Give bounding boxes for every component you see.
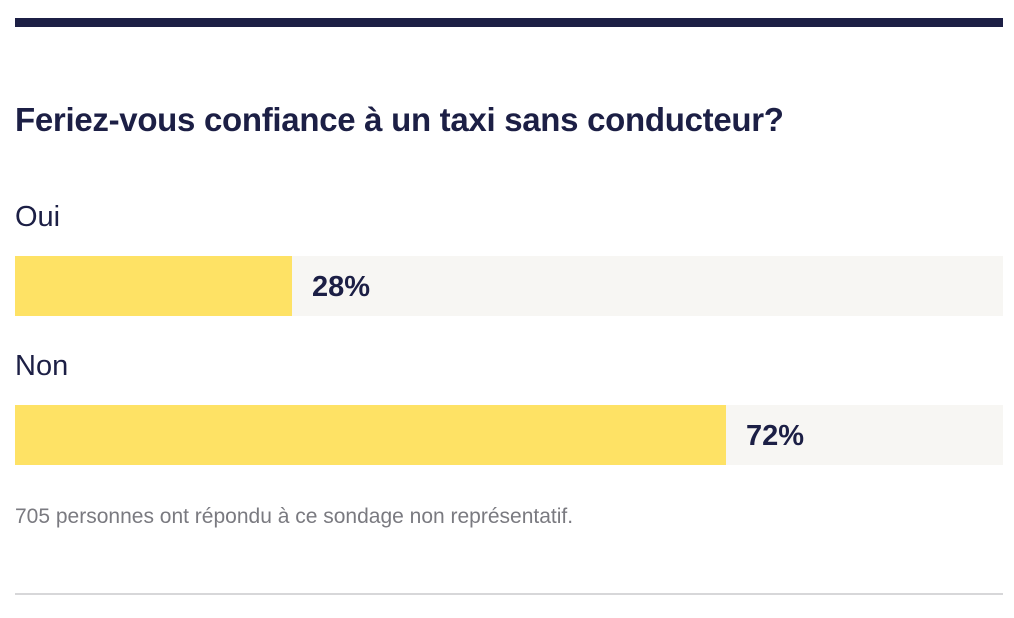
result-percent: 72% bbox=[746, 420, 805, 452]
poll-footnote: 705 personnes ont répondu à ce sondage n… bbox=[15, 505, 574, 528]
result-percent: 28% bbox=[312, 271, 371, 303]
result-bar-fill bbox=[15, 405, 726, 465]
poll-question: Feriez-vous confiance à un taxi sans con… bbox=[15, 101, 784, 138]
top-divider bbox=[15, 18, 1003, 27]
option-label: Oui bbox=[15, 201, 61, 233]
result-bar-track: 28% bbox=[15, 256, 1003, 316]
bottom-divider bbox=[15, 593, 1003, 595]
option-label: Non bbox=[15, 350, 69, 382]
result-bar-track: 72% bbox=[15, 405, 1003, 465]
result-bar-fill bbox=[15, 256, 292, 316]
